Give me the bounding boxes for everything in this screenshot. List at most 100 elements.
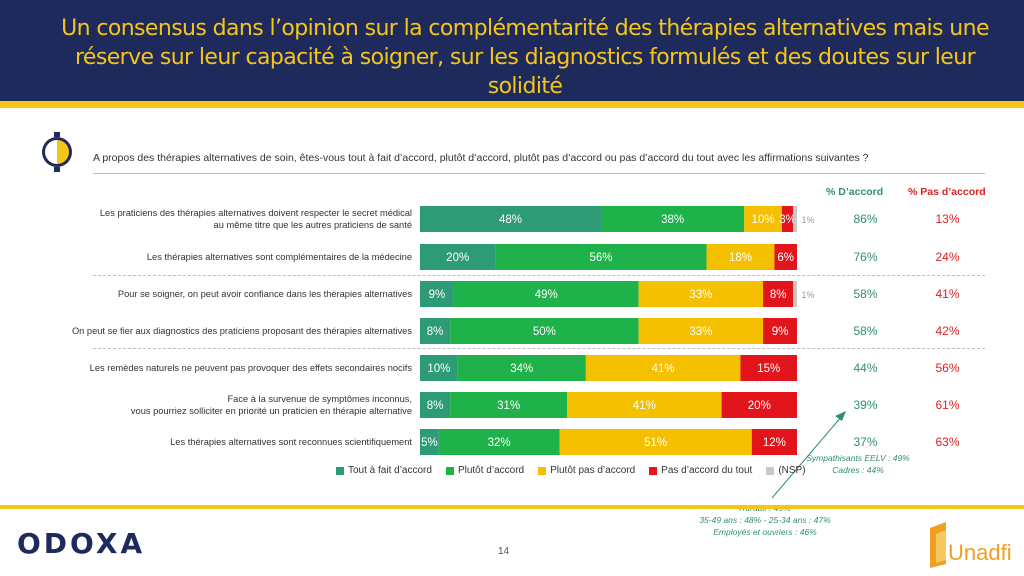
bar-data-label: 15% (757, 363, 780, 375)
bar-data-label: 18% (729, 252, 752, 264)
legend-item: Tout à fait d’accord (336, 465, 432, 476)
bar-data-label: 3% (779, 214, 796, 226)
row-label-line: Les remèdes naturels ne peuvent pas prov… (89, 363, 412, 373)
svg-text:Unadfi: Unadfi (948, 540, 1012, 565)
group-separator (93, 275, 985, 276)
page-number: 14 (498, 546, 510, 557)
bar-data-label: 20% (748, 400, 771, 412)
bar-segment (450, 392, 568, 418)
bar-segment (420, 429, 439, 455)
legend-label: Pas d’accord du tout (661, 465, 753, 476)
row-label-line: vous pourriez solliciter en priorité un … (130, 406, 412, 416)
question-divider (93, 173, 985, 174)
bar-segment (721, 392, 797, 418)
bar-data-label: 20% (446, 252, 469, 264)
bar-data-label: 41% (652, 363, 675, 375)
bar-segment (420, 281, 454, 307)
annotation-eelv: Sympathisants EELV : 49% Cadres : 44% (798, 452, 918, 476)
legend-swatch (649, 466, 658, 475)
bar-segment (638, 281, 764, 307)
legend-label: Tout à fait d’accord (348, 465, 432, 476)
pct-accord-value: 44% (853, 361, 878, 375)
bar-data-label: 8% (427, 400, 444, 412)
bar-data-label: 10% (427, 363, 450, 375)
bar-data-label: 34% (510, 363, 533, 375)
group-separator (93, 348, 985, 349)
annotation-arrow (771, 415, 843, 499)
legend-item: Pas d’accord du tout (649, 465, 752, 476)
bar-data-label: 38% (661, 214, 684, 226)
footer-stripe (0, 505, 1024, 509)
bar-data-label: 5% (421, 437, 438, 449)
bar-segment (585, 355, 741, 381)
row-label-line: On peut se fier aux diagnostics des prat… (71, 326, 412, 336)
unadfi-logo: Unadfi (930, 522, 1012, 568)
bar-data-label: 9% (772, 326, 789, 338)
row-label: Face à la survenue de symptômes inconnus… (52, 393, 412, 417)
legend-swatch (445, 466, 454, 475)
bar-segment (559, 429, 752, 455)
row-label-line: Face à la survenue de symptômes inconnus… (227, 394, 413, 404)
bar-segment (763, 281, 794, 307)
annotation-arrow-head (835, 411, 846, 421)
bar-segment (567, 392, 722, 418)
bar-segment (420, 206, 601, 232)
legend-item: Plutôt d’accord (445, 465, 525, 476)
legend-swatch (336, 466, 344, 475)
bar-segment (740, 355, 797, 381)
bar-segment (420, 244, 496, 270)
row-label: Les thérapies alternatives sont compléme… (52, 251, 412, 263)
bar-data-label: 49% (535, 289, 558, 301)
row-label: Les praticiens des thérapies alternative… (52, 207, 412, 231)
pct-pas-accord-value: 24% (935, 250, 960, 264)
bar-segment (638, 318, 764, 344)
bar-segment (706, 244, 775, 270)
pct-accord-value: 76% (853, 250, 878, 264)
bar-segment (457, 355, 586, 381)
pct-accord-value: 86% (853, 212, 878, 226)
bar-segment (453, 281, 639, 307)
column-header-pas-accord: % Pas d’accord (908, 186, 986, 198)
pct-accord-value: 58% (853, 324, 878, 338)
bar-segment (420, 355, 458, 381)
bar-segment (793, 281, 797, 307)
survey-question: A propos des thérapies alternatives de s… (93, 152, 869, 164)
row-label-line: Pour se soigner, on peut avoir confiance… (117, 289, 412, 299)
annotation-line: Sympathisants EELV : 49% (806, 453, 910, 463)
title-line-2: réserve sur leur capacité à soigner, sur… (74, 45, 976, 99)
row-label: On peut se fier aux diagnostics des prat… (52, 325, 412, 337)
bar-data-label: 9% (429, 289, 446, 301)
odoxa-logo: ODOXA (17, 527, 146, 560)
bar-data-label: 32% (488, 437, 511, 449)
bar-data-label: 1% (801, 290, 814, 300)
bar-data-label: 12% (763, 437, 786, 449)
bar-segment (495, 244, 707, 270)
pct-pas-accord-value: 42% (935, 324, 960, 338)
bar-data-label: 41% (633, 400, 656, 412)
bar-segment (744, 206, 782, 232)
pct-pas-accord-value: 13% (935, 212, 960, 226)
bar-data-label: 50% (533, 326, 556, 338)
bar-data-label: 8% (770, 289, 787, 301)
header-banner: Un consensus dans l’opinion sur la compl… (0, 0, 1024, 101)
bar-data-label: 10% (752, 214, 775, 226)
pct-pas-accord-value: 41% (935, 287, 960, 301)
annotation-line: Employés et ouvriers : 46% (713, 527, 817, 537)
bar-segment (600, 206, 745, 232)
bar-segment (450, 318, 639, 344)
row-label-line: Les thérapies alternatives sont reconnue… (170, 437, 412, 447)
bar-segment (793, 206, 797, 232)
bar-segment (781, 206, 794, 232)
bar-data-label: 56% (589, 252, 612, 264)
bar-segment (763, 318, 797, 344)
legend-swatch (766, 466, 775, 475)
legend-label: Plutôt d’accord (457, 465, 525, 476)
page-title: Un consensus dans l’opinion sur la compl… (40, 14, 1010, 101)
row-label-line: Les praticiens des thérapies alternative… (99, 208, 412, 218)
annotation-line: 35-49 ans : 48% - 25-34 ans : 47% (699, 515, 831, 525)
row-label: Les remèdes naturels ne peuvent pas prov… (52, 362, 412, 374)
legend-item: (NSP) (766, 465, 806, 476)
annotation-line: Cadres : 44% (832, 465, 884, 475)
header-stripe (0, 101, 1024, 108)
